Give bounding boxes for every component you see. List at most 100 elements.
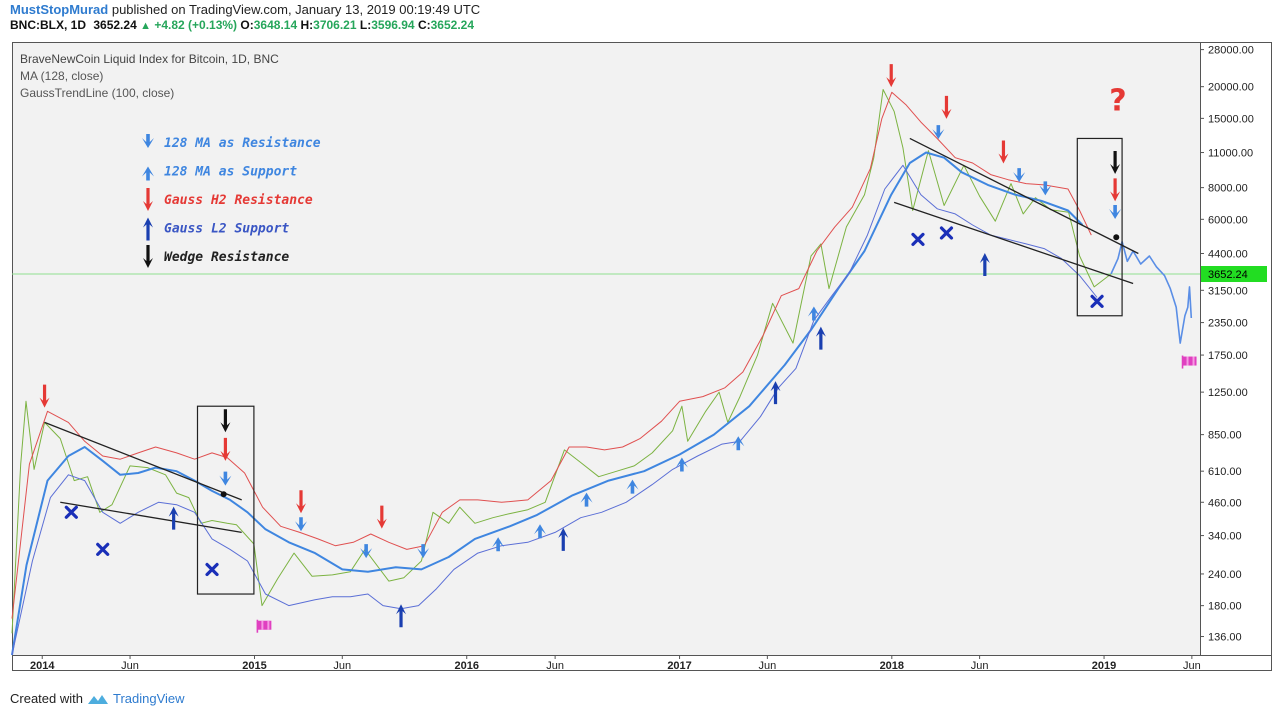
price-tick-label: 8000.00 (1208, 183, 1248, 195)
ma-resistance-arrow-icon (295, 517, 308, 532)
ma-resistance-arrow-icon (219, 471, 232, 486)
time-tick-label: Jun (1183, 660, 1201, 672)
legend-label: Wedge Resistance (164, 250, 289, 265)
time-tick-label: 2017 (667, 660, 691, 672)
price-tick-label: 6000.00 (1208, 214, 1248, 226)
gauss-h2-arrow-icon (998, 140, 1009, 164)
last-price-badge-label: 3652.24 (1208, 269, 1248, 281)
x-marker-icon (205, 562, 219, 577)
chart-frame (12, 42, 1272, 671)
gauss-l2-arrow-icon (770, 381, 781, 405)
ma-resistance-arrow-icon (417, 544, 430, 559)
gauss-l2-arrow-icon (168, 506, 179, 530)
last-price-badge (1201, 266, 1267, 283)
gauss-h2-arrow-icon (296, 490, 307, 514)
time-tick-label: 2018 (880, 660, 904, 672)
symbol-label: BNC:BLX, 1D (10, 18, 87, 32)
ma-support-arrow-icon (675, 457, 688, 472)
price-tick-label: 1250.00 (1208, 387, 1248, 399)
time-tick-label: 2019 (1092, 660, 1116, 672)
ma-support-arrow-icon (580, 492, 593, 507)
close-value: 3652.24 (430, 18, 475, 32)
price-tick-label: 28000.00 (1208, 45, 1254, 57)
x-marker-icon (64, 505, 78, 519)
author-link[interactable]: MustStopMurad (10, 2, 109, 17)
low-label: L: (359, 18, 372, 32)
gauss-l2-arrow-icon (396, 604, 407, 628)
price-tick-label: 340.00 (1208, 531, 1242, 543)
time-tick-label: 2016 (454, 660, 478, 672)
created-with-text: Created with (10, 691, 83, 706)
projection-line (1110, 240, 1193, 344)
price-tick-label: 4400.00 (1208, 248, 1248, 260)
quote-line: BNC:BLX, 1D 3652.24 ▲ +4.82 (+0.13%) O:3… (10, 18, 474, 32)
legend-label: 128 MA as Support (164, 165, 297, 180)
question-mark-icon: ? (1109, 83, 1126, 118)
legend: 128 MA as Resistance 128 MA as Support Gau… (142, 134, 321, 268)
ma-resistance-arrow-icon (360, 544, 373, 559)
price-tick-label: 20000.00 (1208, 82, 1254, 94)
wedge-touch-point (1113, 234, 1120, 241)
gauss-l2-arrow-icon (815, 326, 826, 350)
gauss-h2-arrow-icon (39, 384, 50, 408)
gauss-l2-arrow-icon (143, 217, 153, 241)
open-value: 3648.14 (253, 18, 298, 32)
tradingview-link[interactable]: TradingView (112, 691, 185, 706)
ma-resistance-arrow-icon (142, 134, 154, 148)
price-tick-label: 180.00 (1208, 601, 1242, 613)
indicator-label: GaussTrendLine (100, close) (20, 86, 174, 100)
plot-area (12, 42, 1200, 655)
ma-resistance-arrow-icon (1109, 204, 1122, 219)
price-tick-label: 3150.00 (1208, 285, 1248, 297)
flag-icon (1181, 355, 1197, 369)
time-tick-label: Jun (971, 660, 989, 672)
time-tick-label: Jun (333, 660, 351, 672)
gauss-h2-arrow-icon (941, 95, 952, 119)
open-label: O: (240, 18, 254, 32)
wedge-trendline (893, 201, 1134, 285)
tradingview-logo-icon (87, 694, 108, 704)
price-tick-label: 460.00 (1208, 497, 1242, 509)
price-tick-label: 610.00 (1208, 466, 1242, 478)
legend-label: Gauss H2 Resistance (164, 193, 313, 208)
wedge-trendline (60, 501, 242, 534)
high-label: H: (300, 18, 314, 32)
ma-support-arrow-icon (534, 524, 546, 539)
price-tick-label: 136.00 (1208, 632, 1242, 644)
x-marker-icon (911, 232, 925, 247)
wedge-arrow-icon (143, 245, 153, 268)
low-value: 3596.94 (371, 18, 415, 32)
wedge-arrow-icon (1110, 151, 1121, 175)
high-value: 3706.21 (313, 18, 357, 32)
indicator-label: MA (128, close) (20, 69, 103, 83)
time-tick-label: 2014 (30, 660, 55, 672)
svg-text:?: ? (1109, 83, 1126, 118)
gauss-l2-arrow-icon (979, 252, 990, 276)
price-tick-label: 240.00 (1208, 569, 1242, 581)
gauss-h2-line (11, 91, 1092, 619)
wedge-trendline (44, 421, 242, 501)
x-marker-icon (96, 542, 110, 556)
time-tick-label: 2015 (242, 660, 266, 672)
gauss-l2-arrow-icon (558, 527, 569, 551)
ma-support-arrow-icon (626, 479, 639, 494)
ma-support-arrow-icon (492, 537, 505, 552)
legend-label: Gauss L2 Support (164, 222, 289, 237)
gauss-h2-arrow-icon (220, 437, 231, 461)
ma-support-arrow-icon (807, 306, 820, 321)
price-tick-label: 850.00 (1208, 430, 1242, 442)
chart-title: BraveNewCoin Liquid Index for Bitcoin, 1… (20, 52, 279, 66)
close-label: C: (417, 18, 431, 32)
gauss-h2-arrow-icon (143, 188, 153, 211)
price-tick-label: 1750.00 (1208, 350, 1248, 362)
price-tick-label: 11000.00 (1208, 148, 1253, 160)
wedge-arrow-icon (220, 409, 231, 433)
price-change: +4.82 (+0.13%) (154, 18, 238, 32)
gauss-h2-arrow-icon (1110, 178, 1121, 202)
time-tick-label: Jun (546, 660, 564, 672)
ma-128-line (11, 151, 1084, 656)
highlight-box (196, 405, 255, 595)
time-axis-area (12, 655, 1272, 671)
highlight-box (1076, 137, 1123, 317)
